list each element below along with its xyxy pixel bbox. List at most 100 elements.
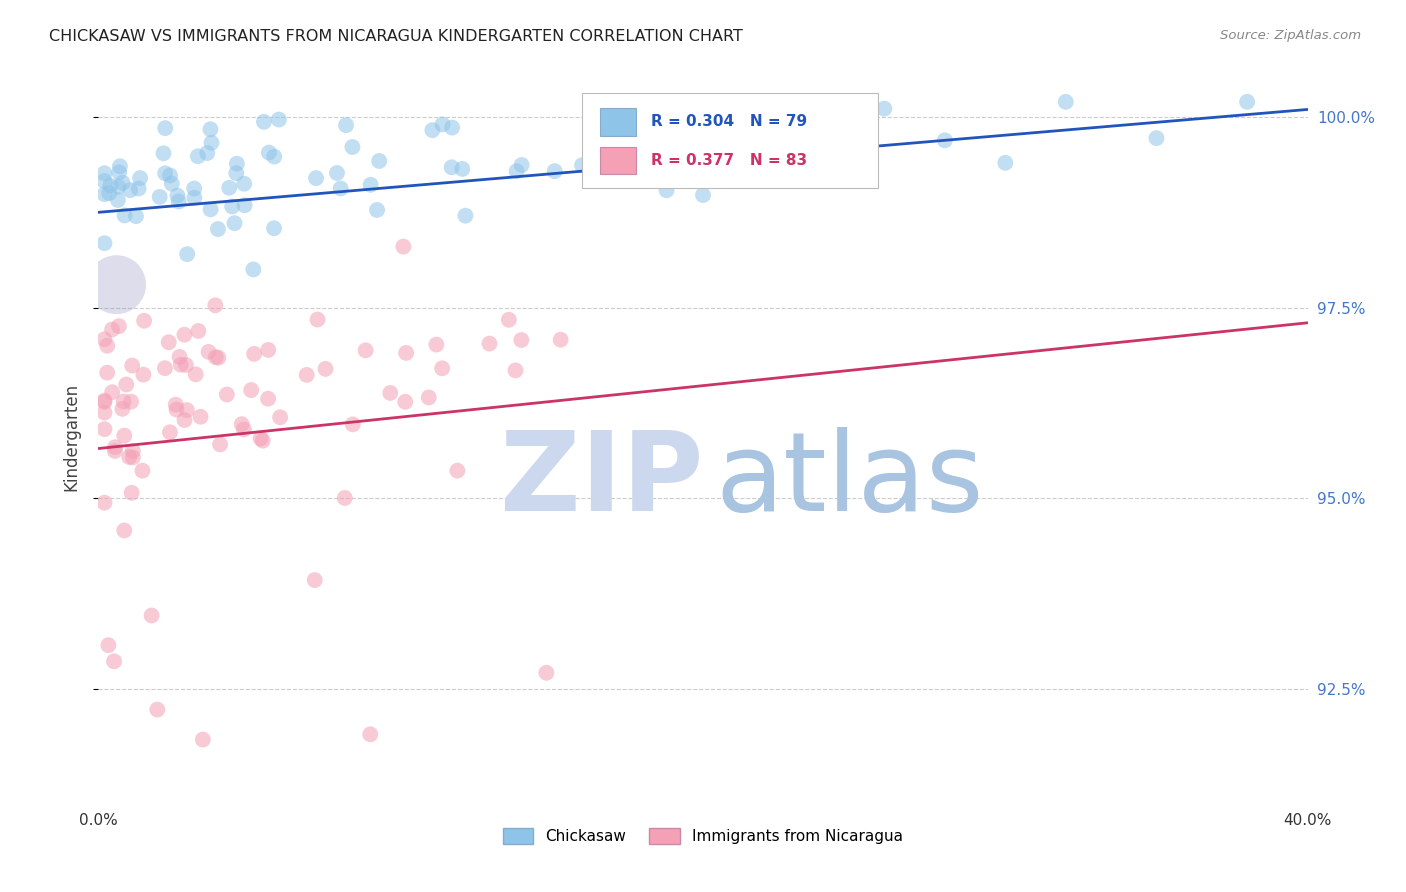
Point: [432, 117, 454, 131]
Point: [221, 199, 243, 213]
Point: [440, 161, 463, 175]
Point: [93, 395, 115, 409]
Point: [108, 165, 131, 179]
Point: [93, 422, 115, 436]
Point: [93, 187, 115, 202]
Point: [169, 350, 191, 364]
Point: [93, 166, 115, 180]
Point: [225, 156, 247, 170]
Point: [97, 638, 120, 652]
Point: [395, 346, 418, 360]
Point: [571, 158, 593, 172]
Point: [934, 133, 956, 147]
Point: [146, 702, 169, 716]
Point: [1236, 95, 1258, 109]
Point: [167, 194, 190, 209]
Point: [224, 216, 246, 230]
Point: [218, 181, 240, 195]
Point: [478, 336, 501, 351]
Point: [157, 335, 180, 350]
Point: [128, 181, 150, 195]
Point: [183, 191, 205, 205]
Point: [304, 573, 326, 587]
Point: [103, 654, 125, 668]
Point: [170, 358, 193, 372]
Point: [252, 434, 274, 448]
Point: [93, 496, 115, 510]
Point: [441, 120, 464, 135]
Point: [253, 115, 276, 129]
Point: [204, 298, 226, 312]
FancyBboxPatch shape: [600, 108, 637, 136]
Text: CHICKASAW VS IMMIGRANTS FROM NICARAGUA KINDERGARTEN CORRELATION CHART: CHICKASAW VS IMMIGRANTS FROM NICARAGUA K…: [49, 29, 744, 44]
Point: [121, 359, 143, 373]
Point: [368, 153, 391, 168]
Point: [392, 239, 415, 253]
Point: [505, 164, 527, 178]
Point: [1054, 95, 1077, 109]
Point: [160, 177, 183, 191]
Point: [679, 160, 702, 174]
Point: [195, 146, 218, 161]
Point: [263, 221, 285, 235]
Point: [994, 156, 1017, 170]
Point: [111, 401, 134, 416]
Point: [107, 179, 129, 194]
Point: [120, 183, 142, 197]
Point: [153, 166, 176, 180]
Point: [631, 95, 654, 109]
Point: [231, 417, 253, 432]
Point: [108, 159, 131, 173]
Point: [451, 161, 474, 176]
Point: [544, 164, 567, 178]
Point: [233, 177, 256, 191]
Point: [418, 391, 440, 405]
Point: [655, 183, 678, 197]
Point: [536, 665, 558, 680]
Point: [190, 409, 212, 424]
Point: [335, 118, 357, 132]
Point: [510, 158, 533, 172]
Point: [159, 425, 181, 440]
Point: [184, 368, 207, 382]
Point: [200, 122, 222, 136]
Point: [114, 208, 136, 222]
Point: [446, 464, 468, 478]
Point: [267, 112, 290, 127]
Point: [98, 178, 121, 193]
Point: [752, 111, 775, 125]
Point: [200, 136, 222, 150]
Point: [131, 464, 153, 478]
Point: [709, 169, 731, 184]
Point: [96, 366, 118, 380]
Point: [101, 322, 124, 336]
Point: [115, 377, 138, 392]
Point: [200, 202, 222, 217]
Point: [425, 337, 447, 351]
Point: [173, 413, 195, 427]
Point: [93, 406, 115, 420]
Point: [498, 312, 520, 326]
Point: [873, 102, 896, 116]
Point: [394, 394, 416, 409]
Legend: Chickasaw, Immigrants from Nicaragua: Chickasaw, Immigrants from Nicaragua: [496, 822, 910, 850]
Point: [107, 193, 129, 207]
Point: [111, 176, 134, 190]
Point: [249, 432, 271, 446]
Point: [176, 403, 198, 417]
Point: [132, 368, 155, 382]
Point: [149, 190, 172, 204]
Point: [257, 343, 280, 357]
Point: [134, 314, 156, 328]
Point: [602, 128, 624, 143]
Point: [101, 385, 124, 400]
Point: [422, 123, 444, 137]
Point: [240, 383, 263, 397]
Point: [152, 146, 174, 161]
Point: [112, 394, 135, 409]
Point: [269, 410, 291, 425]
Point: [129, 171, 152, 186]
Point: [360, 178, 382, 192]
Text: ZIP: ZIP: [499, 427, 703, 534]
Point: [112, 524, 135, 538]
